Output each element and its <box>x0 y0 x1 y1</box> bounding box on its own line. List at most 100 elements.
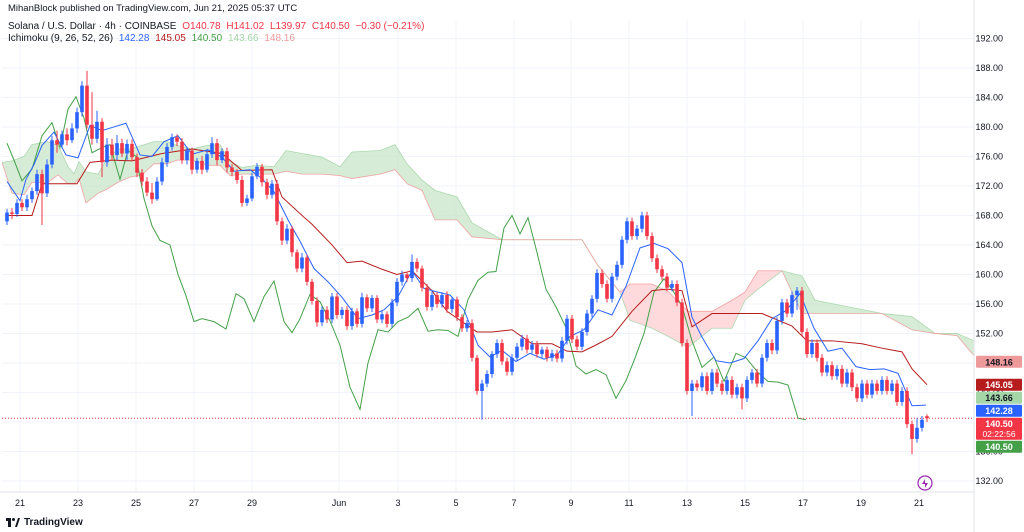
candle-body <box>395 281 399 303</box>
symbol-title: Solana / U.S. Dollar · 4h · COINBASE <box>8 21 177 32</box>
candle-body <box>100 121 104 163</box>
cloud-segment <box>407 163 422 191</box>
candle-body <box>40 174 44 194</box>
candle-body <box>615 264 619 277</box>
cloud-segment <box>380 144 395 175</box>
candle-body <box>890 383 894 391</box>
time-tick-label: 23 <box>73 498 83 508</box>
candle-body <box>685 343 689 391</box>
candle-body <box>355 311 359 324</box>
cloud-segment <box>732 292 745 329</box>
candle-body <box>120 143 124 154</box>
price-tick-label: 132.00 <box>975 476 1003 486</box>
candle-body <box>595 272 599 299</box>
senkou-span-b-line <box>1 159 975 356</box>
candle-body <box>800 290 804 332</box>
candle-body <box>20 202 24 208</box>
candle-body <box>720 383 724 391</box>
candle-body <box>250 176 254 199</box>
cloud-segment <box>712 300 732 329</box>
candle-body <box>630 221 634 237</box>
price-label-box <box>976 378 1022 391</box>
ichimoku-legend[interactable]: Ichimoku (9, 26, 52, 26) 142.28 145.05 1… <box>8 33 298 44</box>
cloud-segment <box>86 171 98 203</box>
candle-body <box>325 309 329 320</box>
candle-body <box>360 297 364 324</box>
candle-body <box>60 134 64 145</box>
candle-body <box>670 284 674 288</box>
ohlc-open: O140.78 <box>182 21 221 32</box>
candle-body <box>710 372 714 391</box>
candle-body <box>275 183 279 222</box>
candle-body <box>260 166 264 183</box>
candle-body <box>50 140 54 165</box>
candle-body <box>520 338 524 347</box>
time-tick-label: 5 <box>453 498 458 508</box>
candle-body <box>405 274 409 279</box>
candle-body <box>340 309 344 315</box>
candle-body <box>45 164 49 194</box>
ohlc-change: −0.30 (−0.21%) <box>355 21 425 32</box>
cloud-segment <box>68 166 74 184</box>
cloud-segment <box>652 284 668 337</box>
candle-body <box>550 353 554 358</box>
candle-body <box>875 383 879 391</box>
candle-body <box>590 298 594 314</box>
candle-body <box>735 387 739 395</box>
candle-body <box>780 302 784 321</box>
tenkan-sen-line <box>6 122 927 407</box>
candle-body <box>675 284 679 303</box>
candle-body <box>770 343 774 351</box>
cloud-segment <box>630 284 652 329</box>
candle-body <box>10 212 14 214</box>
ohlc-close: C140.50 <box>311 21 350 32</box>
chart-grid <box>2 20 974 492</box>
candle-body <box>280 221 284 241</box>
candle-body <box>505 361 509 372</box>
price-label-box <box>976 417 1022 440</box>
time-tick-label: 29 <box>247 498 257 508</box>
candle-body <box>810 343 814 355</box>
cloud-segment <box>457 197 472 237</box>
candle-body <box>70 128 74 141</box>
candle-body <box>235 171 239 181</box>
candle-body <box>715 372 719 384</box>
candle-body <box>525 338 529 350</box>
candle-body <box>420 268 424 288</box>
price-label-box <box>976 440 1022 453</box>
ichimoku-value-chikou: 140.50 <box>191 33 223 44</box>
candle-body <box>245 198 249 203</box>
candle-body <box>830 365 834 377</box>
candle-body <box>605 284 609 299</box>
candle-body <box>170 137 174 147</box>
candle-body <box>485 374 489 384</box>
tradingview-logo[interactable]: TradingView <box>6 517 83 528</box>
price-tick-label: 152.00 <box>975 328 1003 338</box>
ichimoku-cloud <box>1 141 975 356</box>
candle-body <box>365 297 369 309</box>
candle-body <box>210 143 214 155</box>
candle-body <box>370 298 374 309</box>
ohlc-low: L139.97 <box>269 21 307 32</box>
ichimoku-value-tenkan: 142.28 <box>118 33 150 44</box>
candle-body <box>690 383 694 391</box>
candle-body <box>270 183 274 195</box>
candle-body <box>745 379 749 399</box>
candle-body <box>215 143 219 161</box>
price-label-text: 143.66 <box>985 393 1013 403</box>
time-tick-label: 11 <box>624 498 633 508</box>
price-tick-label: 164.00 <box>975 240 1003 250</box>
candle-body <box>445 295 449 310</box>
candle-body <box>230 167 234 172</box>
time-tick-label: 17 <box>798 498 808 508</box>
candle-body <box>380 314 384 320</box>
candle-body <box>290 228 294 253</box>
price-label-text: 140.50 <box>985 442 1013 452</box>
candle-body <box>90 124 94 139</box>
candle-body <box>450 299 454 310</box>
candle-body <box>55 140 59 145</box>
candle-body <box>115 143 119 155</box>
cloud-segment <box>745 270 758 301</box>
candle-body <box>820 357 824 373</box>
